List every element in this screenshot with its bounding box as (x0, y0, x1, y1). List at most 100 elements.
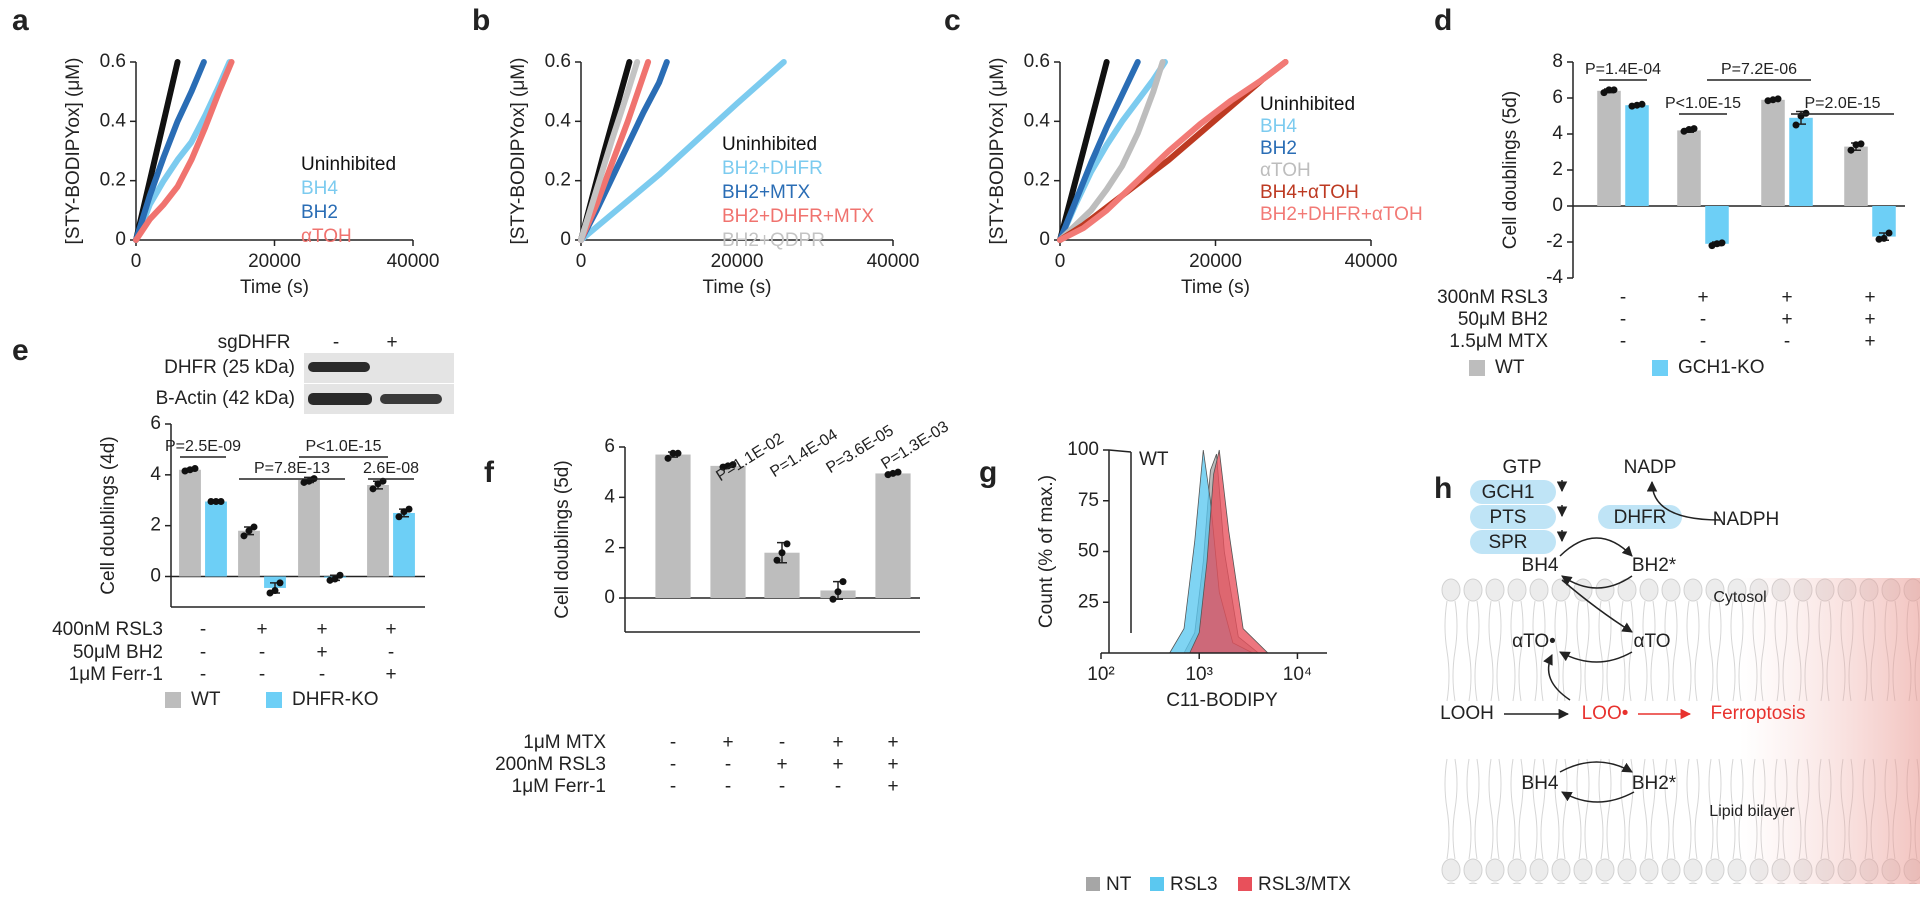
condition-cell: - (259, 642, 265, 663)
blot-row: DHFR (25 kDa) (164, 357, 295, 378)
data-point (1638, 100, 1646, 108)
y-tick-label: 6 (150, 413, 161, 434)
data-line (1057, 59, 1110, 243)
data-point (1774, 95, 1782, 103)
data-point (271, 586, 279, 594)
data-point (1605, 86, 1613, 94)
data-point (773, 556, 781, 564)
condition-cell: - (779, 776, 785, 797)
condition-cell: - (319, 664, 325, 685)
node: SPR (1488, 532, 1527, 553)
data-line (1057, 59, 1168, 243)
y-tick-label: 75 (1078, 490, 1099, 511)
legend-label: WT (191, 689, 221, 710)
legend-swatch (1652, 360, 1668, 376)
p-value: P=2.0E-15 (1804, 95, 1880, 112)
data-line (133, 59, 233, 243)
data-point (245, 527, 253, 535)
x-tick-label: 20000 (1189, 251, 1242, 272)
condition-cell: - (835, 776, 841, 797)
x-tick-label: 40000 (387, 251, 440, 272)
legend-label: αTOH (301, 226, 352, 247)
y-tick-label: 0.2 (545, 170, 571, 191)
blot-band (308, 362, 370, 372)
condition-cell: - (388, 642, 394, 663)
p-value: P=2.5E-09 (165, 438, 241, 455)
data-point (336, 571, 344, 579)
data-point (191, 464, 199, 472)
legend-label: Uninhibited (301, 154, 396, 175)
enzyme-pill (1598, 505, 1682, 529)
node: GTP (1502, 457, 1541, 478)
data-line (133, 59, 235, 243)
legend-label: WT (1495, 357, 1525, 378)
node: LOOH (1440, 703, 1494, 724)
data-point (240, 532, 248, 540)
panel-label: c (944, 4, 961, 37)
y-tick-label: 0 (1039, 229, 1050, 250)
y-tick-label: 2 (604, 537, 615, 558)
node: NADP (1624, 457, 1677, 478)
y-tick-label: 0.4 (545, 110, 572, 131)
panel-annotation: WT (1139, 449, 1169, 470)
node: DHFR (1614, 507, 1667, 528)
data-point (834, 588, 842, 596)
data-point (1610, 86, 1618, 94)
condition-cell: + (887, 776, 898, 797)
data-point (664, 454, 672, 462)
y-axis-label: [STY-BODIPYox] (μM) (508, 58, 529, 245)
legend-label: BH2+DHFR (722, 158, 823, 179)
y-tick-label: 100 (1067, 439, 1099, 460)
legend-label: αTOH (1260, 160, 1311, 181)
x-tick-label: 10² (1087, 664, 1114, 685)
y-tick-label: 0 (150, 566, 161, 587)
condition-cell: + (1781, 309, 1792, 330)
condition-cell: + (1864, 331, 1875, 352)
y-tick-label: 0.4 (1024, 110, 1051, 131)
node: BH2* (1632, 773, 1677, 794)
x-tick-label: 40000 (1345, 251, 1398, 272)
legend-label: BH2+DHFR+MTX (722, 206, 874, 227)
condition-cell: + (887, 732, 898, 753)
condition-cell: - (1620, 331, 1626, 352)
panel-label: g (979, 456, 997, 489)
data-point (207, 498, 215, 506)
x-tick-label: 0 (1055, 251, 1066, 272)
data-point (778, 549, 786, 557)
legend-label: BH2+MTX (722, 182, 810, 203)
condition-cell: + (385, 619, 396, 640)
y-tick-label: 4 (150, 464, 161, 485)
y-tick-label: 0 (604, 587, 615, 608)
condition-cell: + (1697, 287, 1708, 308)
data-point (829, 595, 837, 603)
condition-label: 50μM BH2 (1458, 309, 1548, 330)
node: αTO• (1512, 631, 1556, 652)
condition-cell: + (887, 754, 898, 775)
panel-label: e (12, 334, 29, 367)
condition-cell: - (1700, 309, 1706, 330)
legend-label: BH2 (1260, 138, 1297, 159)
legend-label: NT (1106, 874, 1132, 895)
data-point (1847, 146, 1855, 154)
legend-label: Uninhibited (1260, 94, 1355, 115)
x-tick-label: 40000 (867, 251, 920, 272)
x-axis-label: Time (s) (1181, 277, 1250, 298)
data-point (674, 449, 682, 457)
back-frame (1108, 449, 1132, 633)
data-point (1857, 140, 1865, 148)
legend-label: DHFR-KO (292, 689, 379, 710)
data-point (1718, 239, 1726, 247)
y-tick-label: -4 (1546, 267, 1563, 288)
data-point (729, 461, 737, 469)
p-value: P=7.2E-06 (1721, 61, 1797, 78)
condition-cell: + (316, 619, 327, 640)
condition-cell: + (776, 754, 787, 775)
data-point (1880, 234, 1888, 242)
condition-cell: - (670, 732, 676, 753)
arrows (1504, 480, 1721, 803)
condition-cell: + (1864, 287, 1875, 308)
condition-label: 400nM RSL3 (52, 619, 163, 640)
data-line (1057, 59, 1141, 243)
bar (710, 465, 746, 599)
data-point (783, 540, 791, 548)
